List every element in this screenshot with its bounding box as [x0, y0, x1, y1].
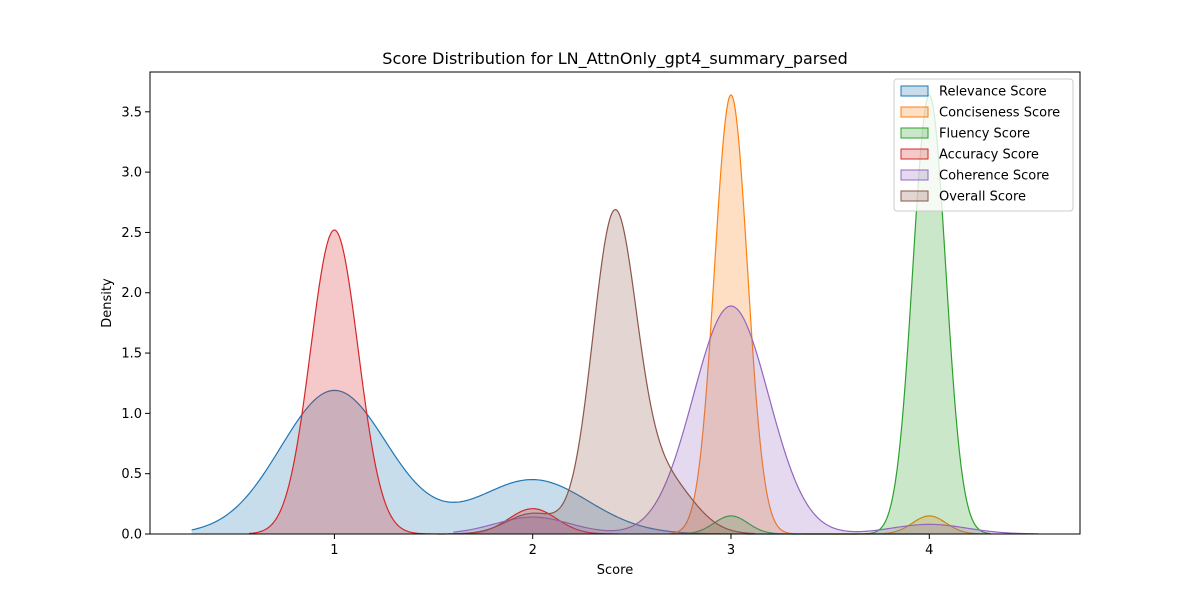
legend-swatch-conciseness-score: [900, 106, 929, 118]
chart-title: Score Distribution for LN_AttnOnly_gpt4_…: [382, 49, 847, 69]
conciseness-score-area: [669, 95, 989, 534]
legend-swatch-fluency-score: [900, 127, 929, 139]
x-tick-label: 2: [529, 543, 537, 558]
y-tick-label: 1.5: [121, 347, 142, 362]
legend-label-accuracy-score: Accuracy Score: [939, 148, 1039, 163]
x-tick-label: 3: [727, 543, 735, 558]
y-tick-label: 3.0: [121, 166, 142, 181]
x-axis-label: Score: [597, 563, 633, 578]
coherence-score-area: [453, 306, 1039, 534]
legend-swatch-coherence-score: [900, 169, 929, 181]
overall-score-line: [447, 208, 755, 535]
legend-box: [893, 78, 1074, 212]
y-tick-label: 3.5: [121, 105, 142, 120]
legend-swatch-accuracy-score: [900, 148, 929, 160]
x-axis-ticks: 1 2 3 4: [330, 534, 933, 558]
x-tick-label: 4: [925, 543, 933, 558]
legend-label-relevance-score: Relevance Score: [939, 85, 1047, 100]
x-tick-label: 1: [330, 543, 338, 558]
legend-label-fluency-score: Fluency Score: [939, 127, 1030, 142]
y-tick-label: 1.0: [121, 407, 142, 422]
y-axis-ticks: 0.0 0.5 1.0 1.5 2.0 2.5 3.0 3.5: [121, 105, 150, 543]
overall-score-area: [447, 209, 755, 534]
legend-label-coherence-score: Coherence Score: [939, 169, 1049, 184]
legend-label-conciseness-score: Conciseness Score: [939, 106, 1060, 121]
legend-swatch-overall-score: [900, 190, 929, 202]
legend-swatch-relevance-score: [900, 85, 929, 97]
plot-frame: [149, 71, 1081, 535]
y-axis-label: Density: [100, 278, 115, 328]
fluency-score-area: [671, 95, 991, 534]
coherence-score-line: [453, 305, 1039, 535]
relevance-score-area: [191, 390, 930, 534]
y-tick-label: 2.0: [121, 286, 142, 301]
legend-label-overall-score: Overall Score: [939, 190, 1026, 205]
legend: Relevance Score Conciseness Score Fluency …: [893, 78, 1074, 212]
y-tick-label: 0.0: [121, 528, 142, 543]
accuracy-score-area: [249, 230, 618, 534]
y-tick-label: 2.5: [121, 226, 142, 241]
y-tick-label: 0.5: [121, 467, 142, 482]
